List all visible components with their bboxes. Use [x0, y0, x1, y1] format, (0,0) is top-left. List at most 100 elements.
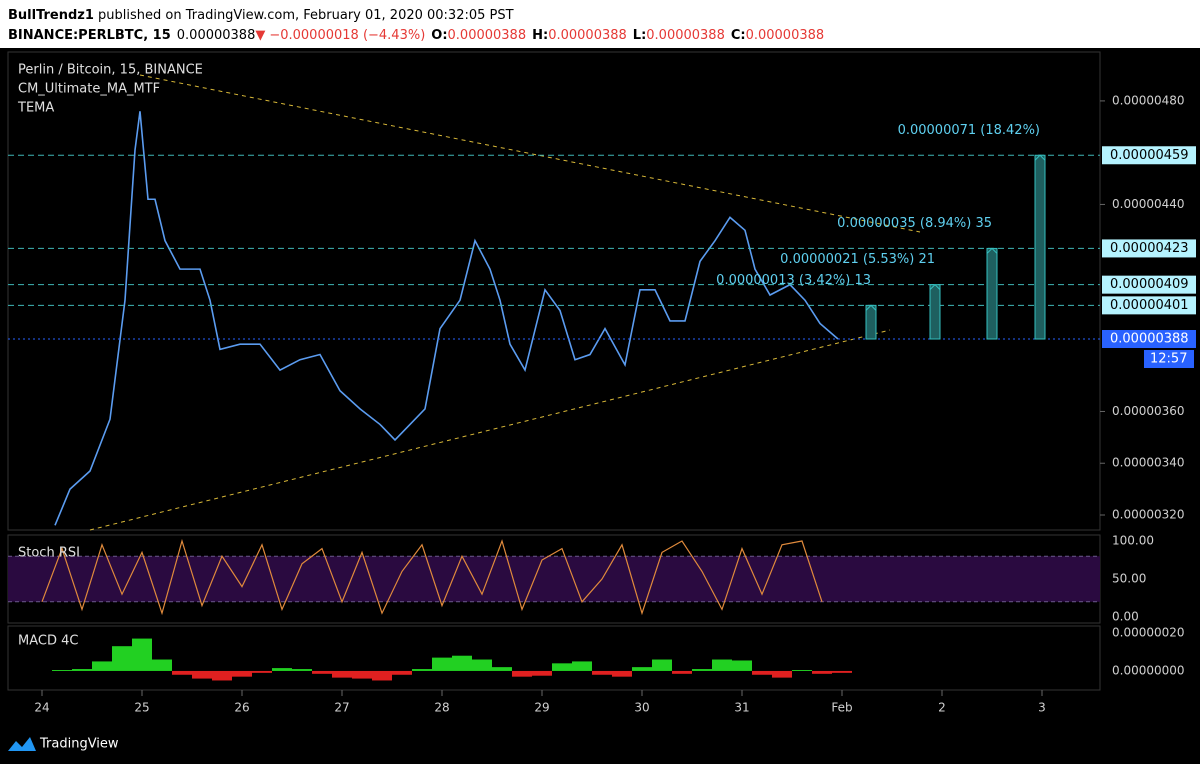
level-label: 0.00000459 [1110, 148, 1189, 163]
target-arrow [1034, 154, 1046, 340]
header-bg [0, 0, 1200, 48]
ohlc-key: H: [532, 28, 548, 43]
level-label: 0.00000409 [1110, 277, 1189, 292]
brand: TradingView [39, 737, 119, 752]
y-tick-label: 0.00000440 [1112, 197, 1185, 211]
price-line [54, 111, 839, 526]
x-tick-label: 3 [1038, 701, 1046, 715]
stoch-band [8, 556, 1100, 602]
macd-bar [112, 646, 132, 671]
macd-bar [552, 663, 572, 671]
macd-bar [252, 670, 272, 673]
countdown: 12:57 [1150, 352, 1187, 367]
ohlc-value: 0.00000388 [746, 28, 825, 43]
macd-bar [312, 670, 332, 674]
ohlc-value: 0.00000388 [646, 28, 725, 43]
arrow-head [865, 304, 877, 311]
macd-bar [512, 670, 532, 677]
macd-bar [652, 659, 672, 671]
target-label: 0.00000071 (18.42%) [898, 123, 1040, 138]
level-label-bg [1102, 296, 1196, 315]
x-tick-label: 30 [634, 701, 649, 715]
x-tick-label: 29 [534, 701, 549, 715]
symbol: BINANCE:PERLBTC, 15 [8, 28, 171, 43]
x-tick-label: Feb [831, 701, 852, 715]
macd-bar [612, 670, 632, 677]
plots: 24 25 26 27 28 29 30 31 Feb 2 3 0.00000480 0.0000044… [8, 93, 1196, 715]
x-tick-label: 28 [434, 701, 449, 715]
macd-bar [572, 661, 592, 671]
macd-bar [52, 670, 72, 671]
x-tick-label: 24 [34, 701, 49, 715]
macd-bar [732, 660, 752, 671]
macd-bar [152, 659, 172, 671]
author: BullTrendz1 [8, 8, 94, 23]
macd-bar [532, 670, 552, 676]
chart-title: Perlin / Bitcoin, 15, BINANCE [18, 63, 203, 78]
level-label-bg [1102, 275, 1196, 294]
macd-bar [712, 659, 732, 671]
macd-bar [452, 655, 472, 671]
macd-bar [92, 661, 112, 671]
level-label-bg [1102, 146, 1196, 165]
ohlc-key: L: [633, 28, 646, 43]
indicator: CM_Ultimate_MA_MTF [18, 82, 160, 97]
x-tick-label: 2 [938, 701, 946, 715]
arrow-head [1034, 154, 1046, 161]
indicator: TEMA [17, 101, 54, 116]
macd-bar [772, 670, 792, 678]
target-label: 0.00000013 (3.42%) 13 [716, 273, 871, 288]
target-arrow [865, 304, 877, 340]
macd-bar [632, 667, 652, 671]
macd-bar [392, 670, 412, 675]
macd-bar [232, 670, 252, 677]
macd-bar [432, 657, 452, 671]
macd-title: MACD 4C [18, 634, 78, 649]
macd-bar [272, 668, 292, 671]
level-label: 0.00000388 [1110, 332, 1189, 347]
macd-bar [292, 669, 312, 671]
stoch-title: Stoch RSI [18, 546, 80, 561]
stoch-line [41, 538, 823, 616]
macd-bar [792, 670, 812, 671]
ohlc-key: C: [731, 28, 746, 43]
macd-bar [672, 670, 692, 674]
symbol-line: BINANCE:PERLBTC, 15 0.00000388▼ −0.0000001… [8, 28, 824, 43]
target-label: 0.00000021 (5.53%) 21 [780, 252, 935, 267]
x-tick-label: 27 [334, 701, 349, 715]
x-tick-label: 31 [734, 701, 749, 715]
ohlc: O:0.00000388 H:0.00000388 L:0.00000388 C:0.… [431, 28, 824, 43]
arrow-head [986, 247, 998, 254]
macd-pane [7, 625, 1101, 691]
macd-bar [752, 670, 772, 675]
arrow-head [929, 283, 941, 291]
ohlc-value: 0.00000388 [448, 28, 527, 43]
ohlc-value: 0.00000388 [548, 28, 627, 43]
macd-bar [372, 670, 392, 681]
macd-bar [172, 670, 192, 675]
target-arrow [929, 284, 941, 340]
stoch-tick-label: 50.00 [1112, 572, 1146, 586]
macd-tick-label: 0.00000020 [1112, 625, 1185, 639]
countdown-bg [1144, 350, 1194, 369]
level-label: 0.00000423 [1110, 241, 1189, 256]
macd-bar [332, 670, 352, 678]
change: −0.00000018 (−4.43%) [269, 28, 425, 43]
macd-bar [492, 667, 512, 671]
publish-line: BullTrendz1 published on TradingView.com… [8, 8, 514, 23]
stoch-tick-label: 0.00 [1112, 610, 1139, 624]
level-label-bg [1102, 330, 1196, 349]
y-tick-label: 0.00000320 [1112, 507, 1185, 521]
macd-bar [212, 670, 232, 681]
ohlc-key: O: [431, 28, 447, 43]
x-tick-label: 26 [234, 701, 249, 715]
stoch-tick-label: 100.00 [1112, 534, 1154, 548]
published: published on TradingView.com, February 0… [94, 8, 514, 23]
brand-logo [8, 737, 36, 751]
x-tick-label: 25 [134, 701, 149, 715]
y-tick-label: 0.00000480 [1112, 93, 1185, 107]
macd-bar [352, 670, 372, 679]
level-label: 0.00000401 [1110, 298, 1189, 313]
price-pane [7, 51, 1101, 531]
